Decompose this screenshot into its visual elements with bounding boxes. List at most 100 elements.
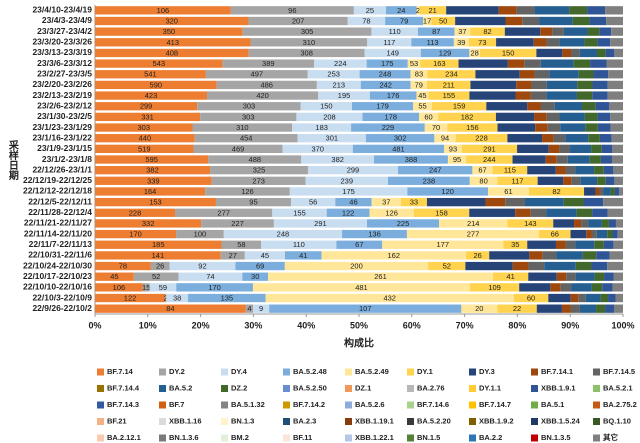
bar-segment — [207, 91, 319, 100]
bar-segment — [142, 283, 150, 292]
bar-segment — [95, 176, 212, 185]
bar-segment — [245, 304, 254, 313]
bar-segment — [527, 165, 556, 175]
y-tick-label: 22/10/17-22/10/23 — [23, 271, 92, 281]
bar-segment — [252, 283, 471, 292]
bar-segment — [585, 123, 598, 132]
data-label: 100 — [194, 230, 207, 239]
bar-segment — [507, 59, 525, 68]
bar-segment — [453, 38, 469, 47]
data-label: 214 — [467, 219, 480, 228]
y-tick-label: 22/10/3-22/10/9 — [32, 292, 92, 302]
y-tick-label: 23/1/30-23/2/5 — [37, 111, 92, 121]
data-label: 24 — [397, 6, 405, 15]
bar-segment — [594, 272, 605, 281]
bar-segment — [194, 134, 298, 143]
data-label: 155 — [443, 91, 456, 100]
bar-segment — [597, 123, 611, 132]
data-label: 225 — [397, 219, 410, 228]
data-label: 595 — [145, 155, 158, 164]
legend-swatch — [345, 418, 352, 425]
data-label: 339 — [147, 176, 160, 185]
bar-segment — [374, 155, 448, 164]
legend-swatch — [531, 434, 538, 442]
legend-label: BA.5.1 — [541, 400, 564, 409]
legend-label: BF.7.14.1 — [541, 367, 573, 376]
bar-segment — [546, 91, 577, 100]
bar-segment — [512, 261, 529, 271]
legend-swatch — [469, 418, 476, 425]
data-label: 227 — [231, 219, 244, 228]
y-tick-label: 22/12/26-23/1/1 — [32, 164, 92, 174]
bar-segment — [426, 197, 486, 207]
bar-segment — [546, 112, 560, 122]
data-label: 78 — [119, 262, 127, 271]
legend-label: BA.5.2.1 — [603, 383, 633, 392]
bar-segment — [591, 144, 602, 154]
data-label: 325 — [253, 166, 266, 175]
bar-segment — [400, 197, 427, 207]
data-label: 126 — [385, 208, 398, 217]
data-label: 155 — [293, 208, 306, 217]
bar-segment — [595, 187, 600, 196]
bar-segment — [216, 80, 317, 90]
bar-segment — [297, 134, 366, 143]
bar-segment — [573, 59, 591, 68]
bar-segment — [434, 134, 456, 143]
bar-segment — [420, 59, 459, 68]
bar-segment — [600, 293, 609, 303]
bar-segment — [615, 293, 623, 303]
legend-label: BF.7.14.2 — [293, 400, 325, 409]
legend-label: BA.5.2.48 — [293, 367, 327, 376]
data-label: 15 — [142, 283, 150, 292]
bar-segment — [321, 251, 467, 260]
bar-segment — [369, 208, 414, 217]
bar-segment — [423, 16, 432, 26]
bar-segment — [197, 102, 301, 111]
bar-segment — [176, 283, 253, 292]
bar-segment — [466, 251, 490, 260]
bar-segment — [606, 59, 623, 68]
legend-swatch — [593, 434, 600, 442]
y-tick-label: 22/11/21-22/11/27 — [24, 218, 92, 228]
data-label: 135 — [221, 294, 234, 303]
bar-segment — [419, 112, 439, 122]
bar-segment — [614, 304, 623, 313]
data-label: 291 — [314, 219, 327, 228]
bar-segment — [539, 16, 573, 26]
legend-swatch — [531, 401, 538, 409]
x-axis-title: 构成比 — [344, 337, 374, 350]
bar-segment — [581, 102, 596, 111]
bar-segment — [385, 16, 424, 26]
bar-segment — [244, 251, 285, 260]
data-label: 432 — [383, 294, 396, 303]
bar-segment — [608, 293, 616, 303]
bar-segment — [465, 261, 513, 271]
bar-segment — [618, 187, 623, 196]
data-label: 541 — [144, 70, 157, 79]
data-label: 239 — [341, 176, 354, 185]
data-label: 46 — [349, 198, 357, 207]
bar-segment — [527, 240, 556, 249]
bar-segment — [608, 219, 616, 228]
data-label: 247 — [429, 166, 442, 175]
bar-segment — [470, 80, 517, 90]
bar-segment — [599, 187, 604, 196]
data-label: 129 — [439, 48, 452, 57]
legend-label: BQ.1.10 — [603, 416, 631, 425]
bar-segment — [604, 272, 614, 281]
legend-swatch — [221, 401, 228, 409]
bar-segment — [599, 134, 612, 143]
bar-segment — [575, 261, 592, 271]
legend-label: BN.1.5 — [417, 433, 440, 442]
data-label: 308 — [300, 48, 313, 57]
bar-segment — [318, 91, 370, 100]
bar-segment — [570, 304, 580, 313]
bar-segment — [200, 112, 297, 122]
data-label: 122 — [124, 294, 137, 303]
bar-segment — [95, 261, 151, 271]
x-tick-label: 10% — [139, 320, 157, 330]
y-tick-label: 23/1/16-23/1/22 — [32, 132, 92, 142]
bar-segment — [539, 229, 571, 239]
bar-segment — [492, 272, 529, 281]
